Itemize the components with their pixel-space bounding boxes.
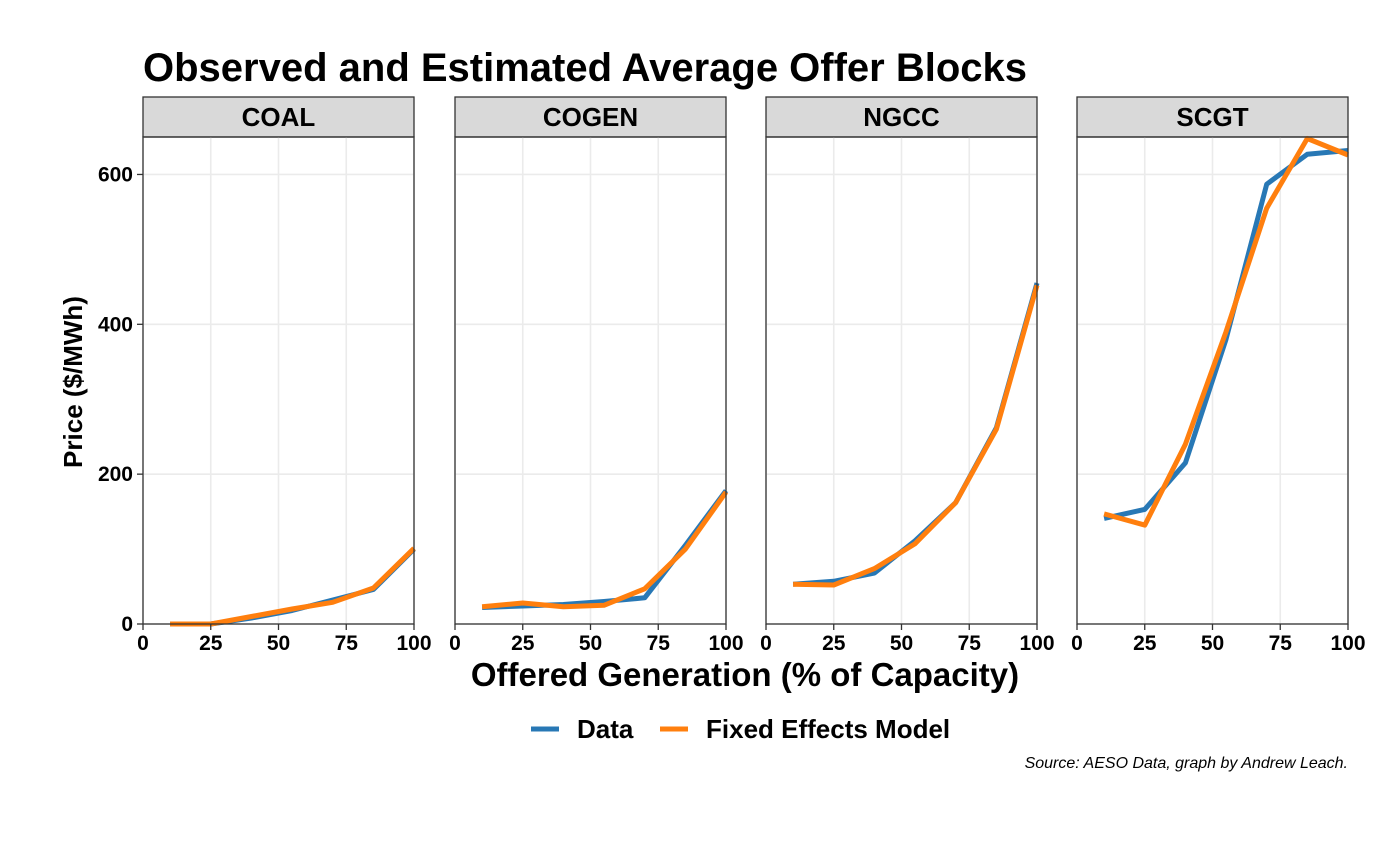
x-tick-label: 25	[199, 632, 223, 655]
x-tick-label: 25	[1133, 632, 1157, 655]
panel-strip	[142, 96, 415, 138]
grid	[142, 137, 415, 625]
x-tick-label: 25	[822, 632, 846, 655]
series-line-data	[792, 282, 1040, 587]
chart-title: Observed and Estimated Average Offer Blo…	[143, 46, 1027, 90]
panel-ngcc: NGCC 0 25 50 75 100	[760, 96, 1055, 655]
x-tick-label: 75	[335, 632, 359, 655]
y-axis-title: Price ($/MWh)	[58, 296, 88, 468]
panel-scgt: SCGT 0 25 50 75 100	[1071, 96, 1366, 655]
legend: Data Fixed Effects Model	[531, 714, 950, 744]
y-tick-label: 600	[98, 163, 133, 186]
panel-label: COGEN	[543, 102, 638, 132]
x-tick-label: 50	[1201, 632, 1224, 655]
x-tick-label: 0	[449, 632, 461, 655]
y-tick-label: 200	[98, 463, 133, 486]
x-tick-label: 0	[137, 632, 149, 655]
series-line-fixed-effects-model	[793, 284, 1040, 588]
x-tick-label: 50	[890, 632, 913, 655]
series-line-data	[482, 489, 729, 610]
panel-label: COAL	[242, 102, 316, 132]
panel-cogen: COGEN 0 25 50 75 100	[449, 96, 744, 655]
legend-label: Fixed Effects Model	[706, 714, 950, 744]
x-tick-label: 25	[511, 632, 535, 655]
x-tick-label: 75	[647, 632, 671, 655]
x-tick-label: 100	[396, 632, 431, 655]
legend-item-data: Data	[531, 714, 634, 744]
y-tick-label: 400	[98, 313, 133, 336]
x-tick-label: 0	[760, 632, 772, 655]
legend-label: Data	[577, 714, 634, 744]
panel-strip	[765, 96, 1038, 138]
x-tick-label: 0	[1071, 632, 1083, 655]
x-tick-label: 100	[1019, 632, 1054, 655]
y-tick-label: 0	[121, 613, 133, 636]
x-tick-label: 75	[958, 632, 982, 655]
panel-label: SCGT	[1176, 102, 1248, 132]
panel-label: NGCC	[863, 102, 940, 132]
x-tick-label: 50	[267, 632, 290, 655]
series-line-data	[1103, 148, 1349, 521]
legend-item-fixed-effects-model: Fixed Effects Model	[660, 714, 950, 744]
x-axis-title: Offered Generation (% of Capacity)	[471, 656, 1019, 693]
x-tick-label: 100	[708, 632, 743, 655]
x-tick-label: 75	[1269, 632, 1293, 655]
series-line-fixed-effects-model	[1103, 136, 1349, 528]
x-tick-label: 100	[1330, 632, 1365, 655]
panel-coal: COAL 0 25 50 75 100 0 200 400 600	[98, 96, 432, 655]
x-tick-label: 50	[579, 632, 602, 655]
panel-strip	[454, 96, 727, 138]
caption: Source: AESO Data, graph by Andrew Leach…	[1025, 755, 1348, 772]
series-line-fixed-effects-model	[481, 490, 729, 610]
